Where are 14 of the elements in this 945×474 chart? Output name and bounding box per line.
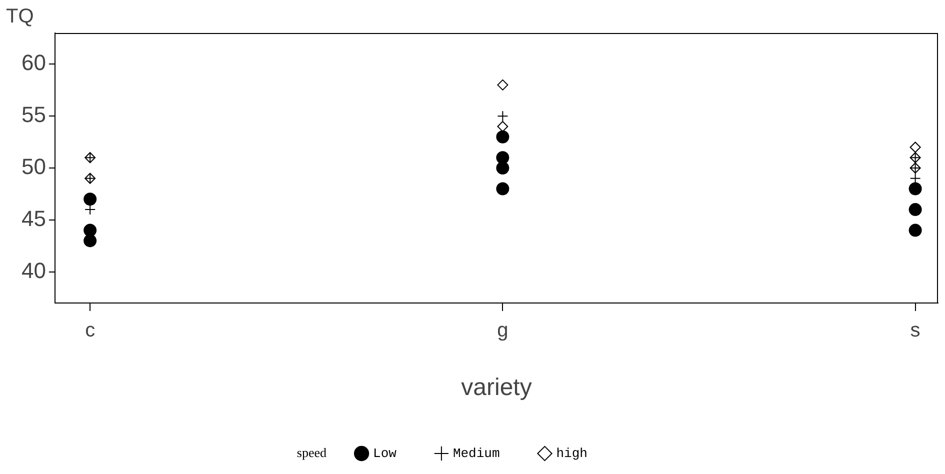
y-tick-label: 40 <box>22 258 46 283</box>
y-tick-label: 55 <box>22 102 46 128</box>
legend-title: speed <box>296 444 328 460</box>
legend-label: Low <box>373 446 397 461</box>
y-tick-label: 60 <box>22 50 46 76</box>
y-axis-title: TQ <box>6 6 34 28</box>
x-tick-label: g <box>497 320 508 342</box>
x-tick-label: c <box>85 320 96 342</box>
legend-label: Medium <box>452 446 500 461</box>
legend-label: high <box>556 446 588 461</box>
y-tick-label: 50 <box>22 154 46 180</box>
x-axis-title: variety <box>461 374 532 402</box>
x-tick-label: s <box>910 320 920 342</box>
y-tick-label: 45 <box>22 206 46 231</box>
